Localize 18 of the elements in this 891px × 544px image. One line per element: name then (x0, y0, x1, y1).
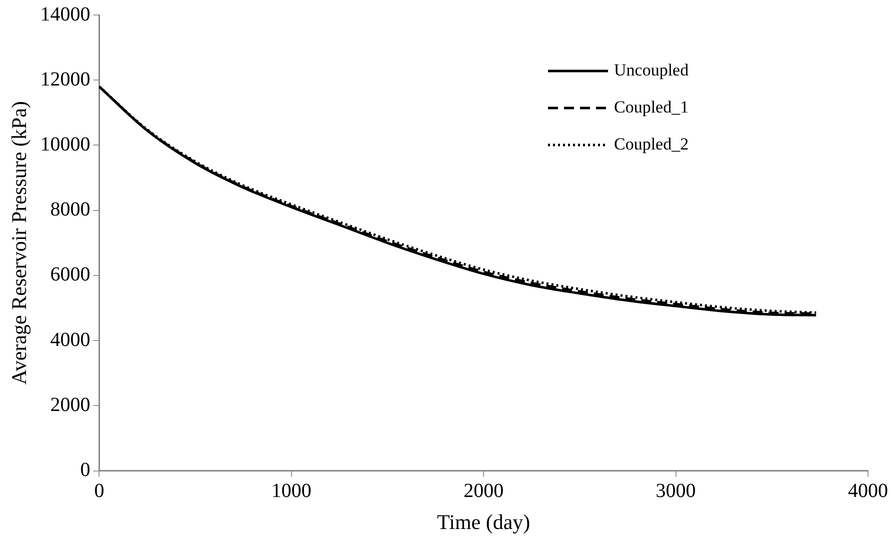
y-tick-label: 10000 (40, 133, 90, 156)
legend-label: Coupled_2 (614, 134, 689, 154)
y-axis-title: Average Reservoir Pressure (kPa) (7, 101, 32, 385)
x-axis-title: Time (day) (437, 510, 530, 534)
x-tick-label: 1000 (271, 480, 312, 502)
x-tick-label: 0 (94, 480, 104, 502)
legend-label: Coupled_1 (614, 97, 689, 116)
x-tick-label: 4000 (848, 480, 888, 502)
y-tick-label: 12000 (40, 68, 90, 90)
y-tick-label: 0 (80, 459, 90, 482)
y-tick-label: 8000 (50, 198, 90, 221)
x-tick-label: 2000 (464, 480, 504, 502)
x-tick-label: 3000 (656, 480, 696, 502)
y-tick-label: 14000 (40, 3, 90, 26)
y-tick-label: 6000 (50, 264, 90, 286)
y-tick-label: 4000 (50, 328, 90, 351)
legend-label: Uncoupled (614, 60, 690, 80)
y-tick-label: 2000 (50, 394, 90, 416)
